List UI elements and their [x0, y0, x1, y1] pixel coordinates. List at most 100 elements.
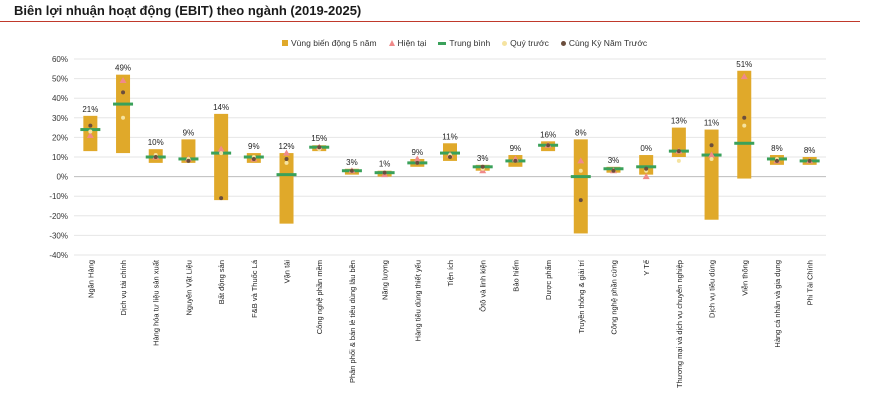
same-period-marker	[807, 158, 812, 163]
same-period-marker	[611, 168, 616, 173]
category-label: Bất động sản	[217, 260, 226, 304]
y-tick-label: 50%	[52, 75, 68, 84]
current-marker	[86, 131, 94, 138]
dot-swatch-dark	[560, 40, 566, 46]
same-period-marker	[349, 168, 354, 173]
legend-item-same-period: Cùng Kỳ Năm Trước	[560, 38, 648, 48]
category-label: Năng lượng	[381, 260, 390, 300]
value-label: 1%	[379, 160, 391, 169]
same-period-marker	[644, 166, 649, 171]
same-period-marker	[317, 145, 322, 150]
category-label: Bảo hiểm	[511, 260, 520, 292]
y-tick-label: -20%	[49, 212, 68, 221]
value-label: 21%	[82, 105, 98, 114]
value-label: 13%	[671, 117, 687, 126]
value-label: 9%	[183, 128, 195, 137]
same-period-marker	[480, 164, 485, 169]
same-period-marker	[251, 156, 256, 161]
y-tick-label: 40%	[52, 94, 68, 103]
legend-label-band: Vùng biến động 5 năm	[291, 38, 377, 48]
category-label: Tiện ích	[446, 260, 455, 286]
value-label: 11%	[442, 132, 457, 141]
range-bar	[116, 74, 131, 154]
value-label: 11%	[704, 119, 719, 128]
y-tick-label: 30%	[52, 114, 68, 123]
current-marker	[217, 145, 225, 152]
chart-title: Biên lợi nhuận hoạt động (EBIT) theo ngà…	[14, 3, 362, 18]
value-label: 16%	[540, 130, 556, 139]
value-label: 3%	[477, 154, 489, 163]
legend-item-prev-quarter: Quý trước	[502, 38, 549, 48]
triangle-icon	[388, 40, 395, 46]
category-label: Y Tế	[642, 259, 651, 275]
same-period-marker	[676, 149, 681, 154]
range-bar	[573, 139, 588, 234]
category-label: Hàng cá nhân và gia dụng	[773, 260, 782, 348]
dot-swatch-light	[502, 40, 508, 46]
average-marker	[570, 175, 591, 179]
chart-legend: Vùng biến động 5 năm Hiện tại Trung bình…	[282, 38, 647, 48]
value-label: 3%	[608, 156, 620, 165]
current-marker	[413, 155, 421, 162]
y-tick-label: 20%	[52, 133, 68, 142]
range-bar	[704, 129, 719, 220]
legend-item-average: Trung bình	[438, 38, 490, 48]
range-bar	[181, 139, 196, 163]
value-label: 9%	[510, 144, 522, 153]
category-label: Truyền thông & giải trí	[577, 259, 586, 333]
same-period-marker	[415, 160, 420, 165]
prev-quarter-marker	[676, 158, 681, 163]
same-period-marker	[448, 155, 452, 159]
legend-label-average: Trung bình	[449, 38, 491, 48]
current-marker	[740, 73, 748, 80]
category-label: F&B và Thuốc Lá	[250, 259, 259, 318]
same-period-marker	[121, 90, 126, 95]
prev-quarter-marker	[121, 115, 126, 120]
range-bar	[279, 153, 294, 224]
average-marker	[734, 141, 755, 145]
same-period-marker	[153, 155, 158, 159]
legend-item-band: Vùng biến động 5 năm	[282, 38, 377, 48]
y-tick-label: 0%	[56, 173, 68, 182]
category-label: Dịch vụ tài chính	[119, 260, 128, 315]
category-label: Dịch vụ tiêu dùng	[708, 260, 717, 318]
legend-label-same-period: Cùng Kỳ Năm Trước	[568, 38, 648, 48]
average-marker	[113, 102, 134, 106]
value-label: 8%	[575, 128, 587, 137]
category-label: Công nghệ phần cứng	[609, 260, 618, 335]
band-swatch	[282, 40, 288, 46]
category-label: Nguyên Vật Liệu	[184, 260, 193, 315]
prev-quarter-marker	[742, 123, 747, 128]
dash-swatch	[438, 41, 447, 45]
category-label: Công nghệ phần mềm	[315, 260, 324, 334]
value-label: 9%	[412, 148, 424, 157]
current-marker	[708, 151, 716, 158]
y-tick-label: 10%	[52, 153, 68, 162]
value-label: 15%	[311, 134, 327, 143]
category-label: Thương mại và dịch vụ chuyên nghiệp	[675, 260, 684, 388]
value-label: 14%	[213, 103, 229, 112]
legend-label-prev-quarter: Quý trước	[510, 38, 549, 48]
value-label: 3%	[346, 158, 358, 167]
same-period-marker	[382, 170, 387, 175]
current-marker	[283, 149, 291, 156]
same-period-marker	[186, 158, 191, 163]
category-label: Ôtô và linh kiện	[479, 260, 488, 312]
value-label: 8%	[771, 144, 783, 153]
prev-quarter-marker	[578, 168, 583, 173]
same-period-marker	[774, 158, 779, 163]
y-tick-label: -10%	[49, 192, 68, 201]
prev-quarter-marker	[219, 151, 224, 156]
category-label: Hàng tiêu dùng thiết yếu	[413, 260, 422, 341]
current-marker	[577, 157, 585, 164]
value-label: 9%	[248, 142, 260, 151]
same-period-marker	[742, 115, 747, 120]
range-bar	[214, 113, 229, 201]
average-marker	[276, 173, 297, 177]
category-label: Hàng hóa tư liệu sản xuất	[152, 259, 161, 346]
value-label: 0%	[640, 144, 652, 153]
legend-label-current: Hiện tại	[397, 38, 427, 48]
same-period-marker	[513, 158, 518, 163]
category-label: Phân phối & bán lẻ tiêu dùng lâu bền	[348, 260, 357, 383]
